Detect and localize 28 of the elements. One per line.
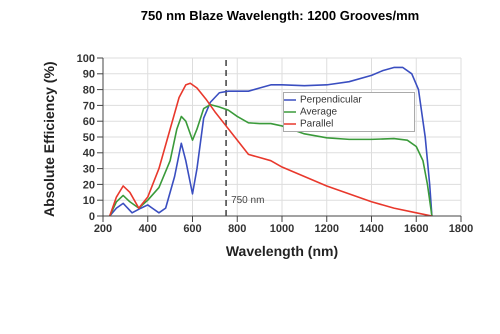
y-tick-label: 90 bbox=[82, 68, 95, 81]
y-tick-label: 40 bbox=[82, 148, 95, 160]
x-tick-label: 600 bbox=[183, 222, 202, 235]
line-series bbox=[108, 104, 433, 216]
x-tick-label: 1800 bbox=[448, 222, 474, 235]
y-tick-label: 80 bbox=[82, 84, 95, 97]
x-tick-label: 1400 bbox=[359, 222, 384, 235]
x-tick-label: 1600 bbox=[404, 222, 428, 235]
chart-title: 750 nm Blaze Wavelength: 1200 Grooves/mm bbox=[140, 8, 420, 24]
ref-line-label: 750 nm bbox=[231, 195, 264, 206]
legend-label: Average bbox=[300, 106, 338, 118]
legend-label: Parallel bbox=[300, 118, 334, 130]
y-tick-label: 30 bbox=[82, 164, 95, 176]
y-tick-label: 10 bbox=[82, 195, 95, 208]
x-tick-label: 1000 bbox=[270, 222, 294, 235]
x-tick-label: 800 bbox=[228, 222, 246, 235]
y-tick-label: 100 bbox=[76, 52, 95, 65]
y-tick-label: 70 bbox=[82, 100, 95, 112]
x-tick-label: 400 bbox=[138, 222, 157, 235]
x-tick-label: 1200 bbox=[314, 222, 339, 235]
y-tick-label: 50 bbox=[82, 132, 95, 144]
legend-label: Perpendicular bbox=[300, 94, 362, 106]
y-tick-label: 60 bbox=[82, 116, 95, 128]
y-tick-label: 20 bbox=[82, 179, 95, 192]
x-tick-label: 200 bbox=[94, 222, 112, 235]
y-axis-title: Absolute Efficiency (%) bbox=[40, 61, 57, 217]
x-axis-title: Wavelength (nm) bbox=[226, 243, 338, 259]
y-tick-label: 0 bbox=[88, 210, 95, 223]
